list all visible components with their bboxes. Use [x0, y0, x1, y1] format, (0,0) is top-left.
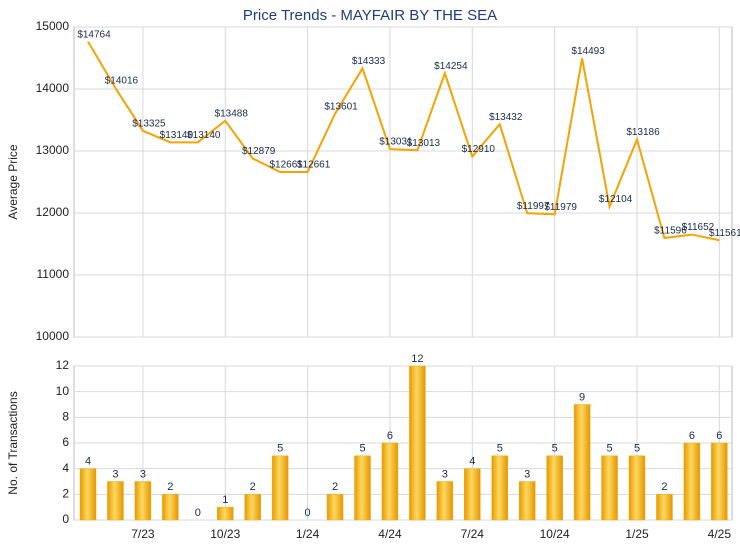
data-label: $11596 [654, 226, 687, 237]
y-tick-label: 12 [56, 358, 70, 372]
data-label: $12661 [297, 160, 331, 171]
data-label: 2 [250, 481, 256, 493]
data-label: $13186 [626, 127, 660, 138]
x-tick-label: 1/24 [296, 527, 320, 541]
bar [162, 494, 179, 521]
y-tick-label: 14000 [36, 81, 70, 95]
data-label: 5 [606, 443, 612, 455]
data-label: 5 [552, 443, 558, 455]
data-label: $14764 [77, 29, 111, 40]
data-label: 0 [305, 507, 311, 519]
x-tick-label: 1/25 [625, 527, 649, 541]
x-tick-label: 4/25 [708, 527, 732, 541]
data-label: 5 [497, 443, 503, 455]
data-label: 3 [140, 468, 146, 480]
y-tick-label: 8 [62, 410, 69, 424]
data-label: 5 [277, 443, 283, 455]
bar [244, 494, 261, 521]
data-label: 0 [195, 507, 201, 519]
bar [711, 442, 728, 521]
data-label: $13031 [379, 137, 413, 148]
bar [518, 481, 536, 521]
price-plot-frame [73, 26, 733, 338]
data-label: 12 [411, 353, 423, 365]
bar [381, 442, 399, 521]
data-label: $13488 [215, 108, 249, 119]
x-tick-label: 4/24 [378, 527, 402, 541]
y-tick-label: 2 [62, 487, 69, 501]
data-label: 3 [112, 468, 118, 480]
bar [107, 481, 124, 521]
y-tick-label: 13000 [36, 143, 70, 157]
x-tick-label: 10/23 [210, 527, 240, 541]
data-label: 2 [661, 481, 667, 493]
bar [217, 506, 234, 521]
x-tick-label: 7/24 [461, 527, 485, 541]
y-tick-label: 10 [56, 384, 70, 398]
y-tick-label: 6 [62, 435, 69, 449]
x-tick-label: 10/24 [540, 527, 570, 541]
y-axis-label: Average Price [6, 144, 20, 219]
data-label: $11979 [544, 202, 577, 213]
bar [409, 365, 426, 521]
bar [326, 494, 344, 521]
y-tick-label: 12000 [36, 205, 70, 219]
bar [546, 455, 563, 521]
data-label: $11997 [517, 201, 550, 212]
y-axis-label: No. of Transactions [6, 391, 20, 494]
data-label: $14493 [571, 46, 605, 57]
chart-title: Price Trends - MAYFAIR BY THE SEA [243, 7, 497, 24]
data-label: 3 [442, 468, 448, 480]
y-tick-label: 4 [62, 461, 69, 475]
y-tick-label: 10000 [36, 329, 70, 343]
data-label: 5 [359, 443, 365, 455]
price-line [87, 41, 720, 242]
data-label: 1 [222, 494, 228, 506]
data-label: $11561 [709, 228, 740, 239]
x-tick-label: 7/23 [131, 527, 155, 541]
bar [491, 455, 508, 521]
data-label: 9 [579, 391, 585, 403]
data-label: $14016 [105, 76, 139, 87]
data-label: $14254 [434, 61, 468, 72]
data-label: $13601 [324, 101, 358, 112]
data-label: 2 [332, 481, 338, 493]
y-tick-label: 11000 [37, 267, 70, 281]
data-label: $11652 [682, 222, 715, 233]
bar [683, 442, 701, 521]
data-label: $12879 [242, 146, 276, 157]
data-label: 4 [469, 456, 475, 468]
bar [134, 481, 152, 521]
y-tick-label: 15000 [36, 19, 70, 33]
data-label: 6 [716, 430, 722, 442]
bar [354, 455, 371, 521]
bar [436, 481, 454, 521]
bar [656, 494, 673, 521]
data-label: $13325 [132, 118, 166, 129]
data-label: 2 [167, 481, 173, 493]
bar [601, 455, 618, 521]
bar [79, 468, 97, 521]
data-label: $12104 [599, 194, 633, 205]
y-tick-label: 0 [62, 512, 69, 526]
data-label: $13013 [407, 138, 441, 149]
bar [271, 455, 289, 521]
data-label: $13140 [160, 130, 194, 141]
data-label: $13432 [489, 112, 523, 123]
data-label: $13140 [187, 130, 221, 141]
data-label: $12910 [462, 144, 496, 155]
data-label: $12661 [269, 160, 303, 171]
data-label: 5 [634, 443, 640, 455]
bar [573, 404, 591, 521]
data-label: 4 [85, 456, 91, 468]
data-label: 6 [387, 430, 393, 442]
bar [628, 455, 646, 521]
bar [464, 468, 481, 521]
data-label: 3 [524, 468, 530, 480]
data-label: $14333 [352, 56, 386, 67]
data-label: 6 [689, 430, 695, 442]
